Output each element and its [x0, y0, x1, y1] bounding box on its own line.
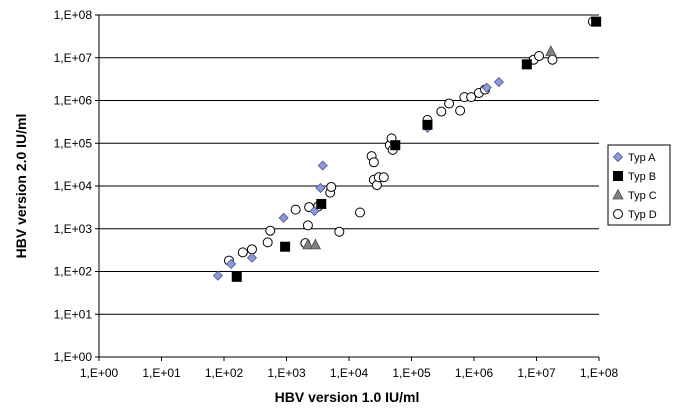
point-typ-d: [534, 50, 545, 61]
point-typ-d: [355, 207, 366, 218]
point-typ-a: [246, 252, 258, 263]
x-tick-labels: 1,E+00 1,E+01 1,E+02 1,E+03 1,E+04 1,E+05 1,E+…: [80, 366, 619, 380]
point-typ-b: [422, 119, 433, 130]
point-typ-d: [326, 181, 337, 192]
point-typ-d: [262, 237, 273, 248]
axes: [95, 14, 600, 361]
y-tick-label: 1,E+08: [54, 8, 93, 22]
y-tick-label: 1,E+07: [54, 51, 93, 65]
x-tick-label: 1,E+00: [80, 366, 119, 380]
point-typ-a: [481, 82, 492, 93]
point-typ-b: [231, 271, 242, 282]
y-tick-label: 1,E+04: [54, 179, 93, 193]
legend-marker-typ-d: [613, 209, 623, 219]
x-tick-label: 1,E+04: [330, 366, 369, 380]
legend-label-typ-b: Typ B: [628, 171, 656, 183]
legend: Typ A Typ B Typ C Typ D: [607, 144, 671, 226]
point-typ-d: [368, 157, 379, 168]
x-tick-label: 1,E+03: [267, 366, 306, 380]
point-typ-a: [212, 270, 224, 281]
legend-label-typ-d: Typ D: [628, 209, 657, 221]
x-tick-label: 1,E+08: [580, 366, 619, 380]
x-tick-label: 1,E+05: [392, 366, 431, 380]
legend-marker-typ-a: [612, 151, 624, 163]
y-axis-title: HBV version 2.0 IU/ml: [13, 114, 29, 259]
point-typ-a: [226, 258, 237, 270]
legend-label-typ-c: Typ C: [628, 190, 657, 202]
point-typ-a: [493, 76, 504, 88]
point-typ-d: [302, 220, 313, 231]
y-tick-label: 1,E+06: [54, 94, 93, 108]
point-typ-d: [466, 92, 477, 103]
y-tick-label: 1,E+02: [54, 265, 93, 279]
x-tick-label: 1,E+07: [517, 366, 556, 380]
y-tick-labels: 1,E+00 1,E+01 1,E+02 1,E+03 1,E+04 1,E+05 1,E+…: [54, 8, 93, 364]
x-tick-label: 1,E+01: [142, 366, 181, 380]
data-points: [212, 16, 602, 282]
x-axis-title: HBV version 1.0 IU/ml: [275, 389, 420, 405]
legend-marker-typ-b: [613, 171, 623, 181]
gridlines: [99, 14, 599, 358]
point-typ-b: [390, 140, 401, 151]
point-typ-d: [436, 106, 447, 117]
point-typ-b: [316, 198, 327, 209]
y-tick-label: 1,E+00: [54, 350, 93, 364]
point-typ-c: [545, 45, 557, 56]
point-typ-a: [278, 212, 289, 223]
x-tick-label: 1,E+02: [205, 366, 244, 380]
point-typ-b: [521, 59, 532, 70]
point-typ-d: [334, 226, 345, 237]
point-typ-b: [280, 241, 291, 252]
y-tick-label: 1,E+01: [54, 307, 93, 321]
point-typ-d: [547, 54, 558, 65]
legend-label-typ-a: Typ A: [628, 152, 656, 164]
point-typ-a: [317, 160, 328, 171]
point-typ-a: [315, 182, 326, 194]
point-typ-d: [265, 225, 276, 236]
x-tick-label: 1,E+06: [455, 366, 494, 380]
y-tick-label: 1,E+03: [54, 222, 93, 236]
point-typ-c: [309, 238, 322, 250]
point-typ-d: [378, 172, 389, 183]
point-typ-d: [237, 247, 248, 258]
point-typ-c: [302, 238, 314, 250]
point-typ-d: [290, 204, 301, 215]
legend-marker-typ-c: [612, 188, 624, 200]
y-tick-label: 1,E+05: [54, 136, 93, 150]
point-typ-b: [591, 16, 602, 27]
point-typ-d: [455, 105, 466, 116]
point-typ-d: [444, 98, 455, 109]
point-typ-d: [246, 244, 257, 255]
